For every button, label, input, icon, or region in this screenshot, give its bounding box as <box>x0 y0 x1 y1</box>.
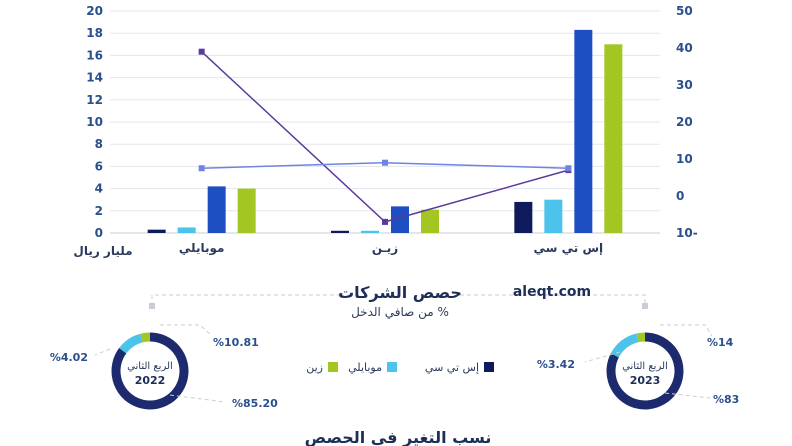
connector-node <box>149 303 155 309</box>
series-lines <box>198 48 572 225</box>
bar <box>237 188 256 233</box>
donut-center-label: الربع الثاني <box>127 361 173 372</box>
connector-line <box>460 294 646 306</box>
pie-slice <box>606 332 684 410</box>
bar <box>331 230 349 233</box>
connector-line <box>664 392 711 399</box>
connector-line <box>584 351 621 363</box>
bar <box>421 209 439 233</box>
y-tick-label: 4 <box>95 182 103 196</box>
y2-tick-label: 30 <box>676 78 693 92</box>
bar <box>147 229 166 233</box>
legend-label: إس تي سي <box>425 361 479 374</box>
donut-center-label: الربع الثاني <box>622 361 668 372</box>
legend-label: موبايلي <box>348 361 382 374</box>
line-point <box>382 218 388 225</box>
y2-tick-label: 20 <box>676 115 693 129</box>
pie-slice <box>610 333 639 358</box>
donut-center-year: 2022 <box>135 374 166 387</box>
legend-label: زين <box>306 361 323 374</box>
y-tick-label: 8 <box>95 137 103 151</box>
line-point <box>565 165 572 172</box>
y-tick-label: 10 <box>86 115 103 129</box>
line-point <box>198 48 205 55</box>
bar <box>361 230 379 233</box>
connector-line <box>94 348 111 356</box>
bar <box>604 44 623 233</box>
connector-node <box>642 303 648 309</box>
y-tick-label: 14 <box>86 71 103 85</box>
connector-line <box>169 394 226 403</box>
pie-slice <box>111 332 189 410</box>
bar <box>544 199 563 233</box>
donut-charts: %85.20 %10.81 %4.02 الربع الثاني 2022 %83 %14%… <box>50 294 739 410</box>
donut-section-subtitle: من صافي الدخل % <box>351 305 449 320</box>
slice-label: %10.81 <box>213 336 259 349</box>
y2-tick-label: 10- <box>676 226 698 240</box>
footer-title: نسب التغير في الحصص <box>305 428 492 446</box>
bars <box>147 29 623 234</box>
slice-label: %83 <box>713 393 739 406</box>
donut-section-title: حصص الشركات <box>338 283 462 302</box>
axes: 0 2 4 6 8 10 12 14 16 18 20 10- 0 10 20 30 40 50 موبايلي زي… <box>86 4 697 256</box>
y-tick-label: 12 <box>86 93 103 107</box>
y-tick-label: 18 <box>86 26 103 40</box>
y-tick-label: 6 <box>95 159 103 173</box>
donut-center-year: 2023 <box>630 374 661 387</box>
pie-slice <box>119 333 143 354</box>
y2-tick-label: 10 <box>676 152 693 166</box>
connector-line <box>151 294 340 306</box>
pie-slice <box>140 332 151 343</box>
y-axis-title: مليار ريال <box>73 244 132 258</box>
line-point <box>198 165 205 172</box>
bar <box>574 29 593 234</box>
connector-line <box>160 324 213 337</box>
y2-tick-label: 0 <box>676 189 684 203</box>
slice-label: %85.20 <box>232 397 278 410</box>
slice-label: %3.42 <box>537 358 575 371</box>
bar <box>391 206 409 233</box>
bar <box>177 227 196 233</box>
line-point <box>382 159 388 166</box>
y-tick-label: 20 <box>86 4 103 18</box>
legend: إس تي سي موبايلي زين <box>306 361 494 374</box>
x-category-label: زيـن <box>372 241 398 255</box>
y-tick-label: 16 <box>86 48 103 62</box>
y2-tick-label: 40 <box>676 41 693 55</box>
legend-swatch <box>484 362 494 372</box>
legend-swatch <box>387 362 397 372</box>
pie-slice <box>636 332 646 343</box>
connector-line <box>660 324 713 337</box>
x-category-label: إس تي سي <box>534 241 604 255</box>
y-tick-label: 0 <box>95 226 103 240</box>
bar <box>207 186 226 233</box>
y2-tick-label: 50 <box>676 4 693 18</box>
y-tick-label: 2 <box>95 204 103 218</box>
watermark: aleqt.com <box>513 284 591 300</box>
slice-label: %14 <box>707 336 734 349</box>
legend-swatch <box>328 362 338 372</box>
slice-label: %4.02 <box>50 351 88 364</box>
x-category-label: موبايلي <box>179 241 225 256</box>
bar <box>514 201 533 233</box>
